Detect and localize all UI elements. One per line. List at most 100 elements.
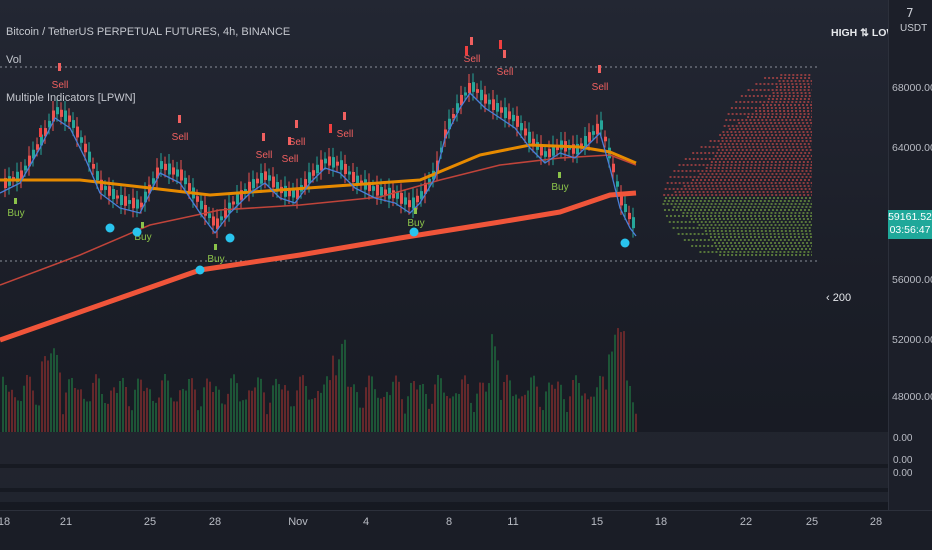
volume-bar	[596, 387, 598, 432]
candle-body	[376, 184, 379, 196]
volume-bar	[356, 392, 358, 432]
bars-count-label[interactable]: ‹ 200	[826, 292, 851, 304]
oversold-dot	[409, 227, 419, 237]
volume-bar	[110, 390, 112, 432]
volume-bar	[473, 412, 475, 432]
candle-body	[204, 204, 207, 216]
volume-bar	[290, 406, 292, 432]
volume-bar	[497, 360, 499, 432]
candle-body	[168, 163, 171, 175]
x-tick-label: 8	[445, 516, 453, 528]
price-axis[interactable]	[888, 0, 932, 510]
volume-bar	[620, 332, 622, 432]
volume-bar	[122, 377, 124, 432]
volume-bar	[23, 385, 25, 432]
candle-body	[516, 115, 519, 127]
volume-bar	[305, 385, 307, 432]
sell-marker	[503, 50, 506, 58]
candle-body	[32, 149, 35, 159]
volume-bar	[143, 391, 145, 432]
volume-legend[interactable]: Vol	[6, 54, 22, 66]
volume-bar	[185, 390, 187, 432]
volume-bar	[98, 378, 100, 432]
volume-bar	[203, 387, 205, 432]
candle-body	[92, 163, 95, 169]
volume-bar	[500, 399, 502, 432]
chevron-left-icon: ‹	[826, 292, 833, 304]
currency-unit: USDT	[900, 23, 928, 34]
x-tick-label: 4	[362, 516, 370, 528]
candle-body	[504, 107, 507, 119]
candle-body	[260, 172, 263, 184]
volume-bar	[26, 374, 28, 432]
volume-bar	[524, 394, 526, 432]
candle-body	[184, 177, 187, 185]
candle-body	[572, 144, 575, 154]
volume-bar	[230, 378, 232, 432]
volume-bar	[131, 410, 133, 432]
volume-bar	[263, 392, 265, 432]
volume-bar	[410, 382, 412, 432]
volume-bar	[569, 396, 571, 432]
volume-bar	[455, 393, 457, 432]
volume-bar	[344, 339, 346, 432]
volume-bar	[611, 351, 613, 432]
price-chart[interactable]: Sell Sell Sell Sell Sell Sell Sell Sell Sell Buy B…	[0, 0, 888, 510]
panel-value: 0.00	[893, 455, 913, 466]
volume-bar	[77, 389, 79, 432]
candle-body	[352, 171, 355, 183]
candle-body	[524, 128, 527, 136]
volume-bar	[248, 390, 250, 432]
volume-bar	[554, 388, 556, 432]
candle-body	[420, 191, 423, 199]
candle-body	[392, 190, 395, 199]
indicator-panel	[0, 432, 888, 454]
volume-bar	[74, 387, 76, 432]
volume-bar	[485, 391, 487, 432]
candle-body	[220, 216, 223, 221]
candle-body	[448, 118, 451, 130]
volume-bar	[350, 387, 352, 432]
sell-signal: Sell	[282, 154, 299, 165]
x-tick-label: 15	[590, 516, 604, 528]
volume-bar	[383, 396, 385, 432]
volume-bar	[623, 331, 625, 432]
volume-bar	[233, 374, 235, 432]
candle-body	[476, 89, 479, 93]
volume-bar	[434, 384, 436, 432]
candle-body	[72, 120, 75, 128]
volume-bar	[170, 397, 172, 432]
volume-bar	[266, 414, 268, 432]
volume-bar	[587, 399, 589, 432]
y-tick-label: 56000.00	[892, 274, 932, 286]
volume-bar	[539, 406, 541, 432]
volume-bar	[377, 397, 379, 432]
y-tick-label: 68000.00	[892, 82, 932, 94]
candle-body	[208, 213, 211, 219]
volume-bar	[578, 382, 580, 432]
candle-body	[548, 148, 551, 158]
y-tick-label: 64000.00	[892, 142, 932, 154]
volume-bar	[368, 375, 370, 432]
candle-body	[496, 103, 499, 112]
volume-bar	[176, 401, 178, 432]
volume-bar	[563, 399, 565, 432]
candle-body	[452, 114, 455, 118]
volume-bar	[113, 387, 115, 432]
candle-body	[472, 82, 475, 92]
candle-body	[236, 193, 239, 205]
volume-bar	[626, 380, 628, 432]
volume-bar	[479, 382, 481, 432]
volume-bar	[299, 376, 301, 432]
ema-slow-line	[0, 190, 637, 343]
symbol-legend[interactable]: Bitcoin / TetherUS PERPETUAL FUTURES, 4h…	[6, 26, 291, 38]
volume-bar	[359, 407, 361, 432]
candle-body	[24, 165, 27, 171]
volume-bar	[173, 401, 175, 432]
candle-body	[612, 163, 615, 173]
x-tick-label: 28	[869, 516, 883, 528]
volume-bar	[140, 379, 142, 432]
indicator-legend[interactable]: Multiple Indicators [LPWN]	[6, 92, 136, 104]
volume-bar	[8, 391, 10, 432]
time-axis[interactable]	[0, 510, 932, 550]
